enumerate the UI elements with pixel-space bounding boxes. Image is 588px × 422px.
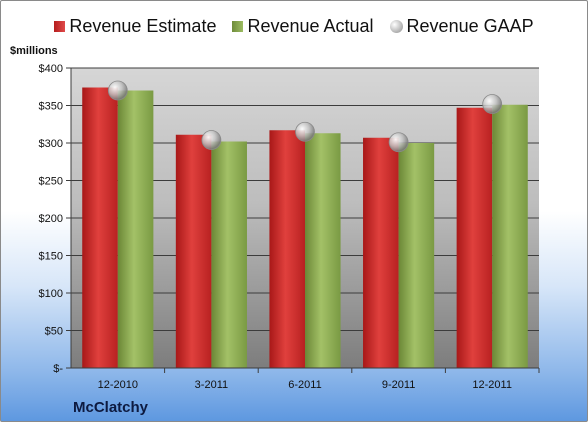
bar-revenue-estimate [269,130,305,368]
point-revenue-gaap [482,94,503,114]
y-tick-label: $200 [39,213,63,225]
legend-swatch-revenue-actual [232,21,244,32]
x-tick-label: 12-2011 [472,379,512,391]
y-tick-label: $350 [39,101,63,113]
bar-revenue-estimate [82,87,118,368]
bar-revenue-actual [492,104,528,368]
bar-revenue-estimate [175,134,212,368]
point-revenue-gaap [295,121,315,142]
y-axis: $- $50 $100 $150 $200 $250 $300 $350 $400 [39,63,72,375]
legend: Revenue Estimate Revenue Actual Revenue … [1,16,587,37]
point-revenue-gaap [201,130,222,150]
x-tick-label: 3-2011 [195,379,228,391]
bar-revenue-actual [211,141,247,368]
y-tick-label: $150 [39,251,63,263]
legend-label-revenue-gaap: Revenue GAAP [406,16,534,36]
x-tick-label: 9-2011 [382,379,415,391]
bar-revenue-estimate [363,137,399,368]
bars [82,87,528,368]
y-tick-label: $50 [45,326,63,338]
x-tick-label: 12-2010 [98,379,138,391]
legend-item-revenue-gaap: Revenue GAAP [389,16,534,37]
legend-item-revenue-estimate: Revenue Estimate [54,16,216,37]
y-axis-unit-label: $millions [10,45,58,57]
legend-label-revenue-actual: Revenue Actual [247,16,374,36]
bar-revenue-estimate [456,107,493,368]
x-axis: 12-2010 3-2011 6-2011 9-2011 12-2011 [71,367,540,391]
point-revenue-gaap [107,80,128,101]
legend-swatch-revenue-estimate [54,21,66,32]
x-tick-label: 6-2011 [288,379,321,391]
legend-item-revenue-actual: Revenue Actual [232,16,374,37]
y-tick-label: $300 [39,138,63,150]
bar-revenue-actual [305,133,341,368]
gaap-points [107,80,503,153]
y-tick-label: $250 [39,176,63,188]
point-revenue-gaap [388,132,409,153]
y-tick-label: $- [53,363,63,375]
legend-swatch-revenue-gaap [389,20,403,33]
y-tick-label: $100 [39,288,63,300]
y-tick-label: $400 [39,63,63,75]
bar-revenue-actual [117,90,154,368]
legend-label-revenue-estimate: Revenue Estimate [69,16,217,36]
bar-revenue-actual [398,143,435,368]
company-name: McClatchy [73,399,149,416]
